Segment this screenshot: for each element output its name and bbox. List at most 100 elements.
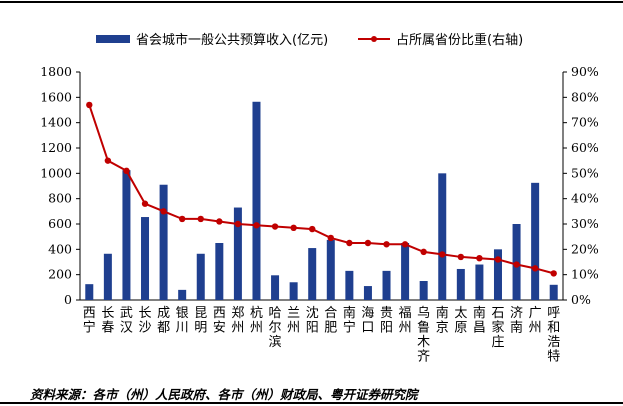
category-label-昆明: 昆明 — [194, 306, 207, 336]
bar-沈阳 — [308, 248, 317, 300]
share-point-南京 — [439, 251, 446, 258]
y-left-tick-label: 1200 — [40, 140, 72, 155]
bar-乌鲁木齐 — [419, 281, 428, 300]
y-left-tick-label: 400 — [48, 241, 72, 256]
bar-呼和浩特 — [549, 284, 558, 300]
line-series — [86, 101, 557, 277]
share-point-昆明 — [197, 215, 204, 223]
category-label-呼和浩特: 呼和浩特 — [547, 306, 560, 365]
y-left-tick-label: 0 — [64, 292, 72, 307]
share-point-西安 — [216, 218, 223, 225]
share-point-合肥 — [327, 234, 334, 242]
category-label-西宁: 西宁 — [83, 306, 96, 336]
category-label-兰州: 兰州 — [287, 306, 300, 336]
share-line — [88, 104, 554, 275]
category-label-长沙: 长沙 — [139, 306, 152, 336]
category-label-海口: 海口 — [361, 306, 374, 336]
y-left-tick-label: 1600 — [40, 89, 72, 104]
share-point-济南 — [513, 261, 520, 268]
share-point-乌鲁木齐 — [420, 248, 427, 256]
bar-西安 — [215, 243, 224, 300]
y-right-tick-label: 70% — [571, 115, 599, 130]
y-right-tick-label: 80% — [571, 89, 599, 104]
share-point-郑州 — [234, 220, 242, 228]
category-label-杭州: 杭州 — [250, 306, 263, 336]
category-label-太原: 太原 — [454, 306, 467, 336]
share-point-长沙 — [141, 200, 149, 207]
bar-兰州 — [289, 282, 298, 300]
bar-西宁 — [85, 284, 94, 300]
category-labels: 西宁长春武汉长沙成都银川昆明西安郑州杭州哈尔滨兰州沈阳合肥南宁海口贵阳福州乌鲁木… — [83, 305, 560, 365]
bar-长春 — [103, 253, 112, 300]
legend-line-marker — [371, 36, 377, 42]
category-label-银川: 银川 — [176, 306, 189, 336]
category-label-沈阳: 沈阳 — [306, 306, 319, 336]
share-point-太原 — [457, 253, 465, 261]
legend-line-label: 占所属省份比重(右轴) — [396, 32, 523, 48]
bar-银川 — [178, 289, 187, 300]
y-right-tick-label: 90% — [571, 64, 599, 79]
bar-南宁 — [345, 270, 354, 300]
category-label-成都: 成都 — [157, 306, 170, 336]
category-label-福州: 福州 — [399, 306, 412, 336]
category-label-南京: 南京 — [436, 305, 449, 336]
header-fragment-line — [0, 0, 623, 6]
bottom-rule — [0, 402, 623, 404]
category-label-郑州: 郑州 — [231, 306, 244, 336]
category-label-广州: 广州 — [529, 306, 542, 336]
share-point-福州 — [401, 241, 409, 248]
share-point-兰州 — [290, 224, 297, 231]
bar-series — [85, 101, 558, 301]
y-left-tick-label: 1400 — [40, 115, 72, 130]
category-label-济南: 济南 — [510, 306, 523, 336]
category-label-长春: 长春 — [101, 306, 114, 336]
bar-昆明 — [196, 253, 205, 300]
share-point-长春 — [104, 157, 112, 164]
y-right-tick-label: 10% — [571, 267, 599, 282]
legend: 省会城市一般公共预算收入(亿元) 占所属省份比重(右轴) — [96, 32, 523, 48]
share-point-银川 — [178, 215, 186, 223]
legend-bar-swatch — [96, 35, 130, 43]
y-right-tick-label: 0% — [571, 292, 591, 307]
share-point-海口 — [364, 239, 372, 247]
bar-武汉 — [122, 170, 131, 300]
share-point-杭州 — [253, 222, 260, 229]
bar-太原 — [456, 268, 465, 300]
category-label-哈尔滨: 哈尔滨 — [269, 306, 282, 350]
share-point-石家庄 — [494, 256, 502, 263]
bar-合肥 — [326, 239, 335, 300]
bar-石家庄 — [493, 249, 502, 300]
chart: 省会城市一般公共预算收入(亿元) 占所属省份比重(右轴) 0 200 400 600 8… — [40, 32, 599, 365]
category-label-西安: 西安 — [213, 306, 226, 336]
bar-福州 — [401, 243, 410, 300]
share-point-贵阳 — [383, 241, 390, 248]
y-left-tick-label: 1000 — [40, 165, 72, 180]
category-label-南宁: 南宁 — [343, 305, 356, 336]
category-label-南昌: 南昌 — [473, 305, 486, 336]
share-point-成都 — [160, 208, 167, 215]
share-point-广州 — [531, 265, 539, 272]
share-point-哈尔滨 — [271, 223, 279, 230]
share-point-西宁 — [86, 101, 93, 109]
legend-bar-label: 省会城市一般公共预算收入(亿元) — [136, 32, 328, 48]
bar-广州 — [531, 182, 540, 300]
category-label-乌鲁木齐: 乌鲁木齐 — [417, 305, 430, 365]
bar-贵阳 — [382, 270, 391, 300]
bar-郑州 — [233, 207, 242, 300]
category-label-石家庄: 石家庄 — [491, 306, 504, 350]
category-label-武汉: 武汉 — [120, 306, 133, 336]
y-left-tick-label: 1800 — [40, 64, 72, 79]
y-left-tick-label: 600 — [48, 216, 72, 231]
y-right-tick-label: 40% — [571, 191, 599, 206]
category-label-合肥: 合肥 — [324, 306, 337, 336]
y-right-tick-label: 60% — [571, 140, 599, 155]
bar-哈尔滨 — [271, 275, 280, 300]
category-label-贵阳: 贵阳 — [380, 306, 393, 336]
bar-长沙 — [141, 217, 150, 300]
share-point-呼和浩特 — [550, 270, 557, 277]
bar-南昌 — [475, 264, 484, 300]
bar-杭州 — [252, 101, 261, 301]
y-right-tick-label: 30% — [571, 216, 599, 231]
share-point-南宁 — [346, 239, 353, 247]
y-left-tick-label: 800 — [48, 191, 72, 206]
